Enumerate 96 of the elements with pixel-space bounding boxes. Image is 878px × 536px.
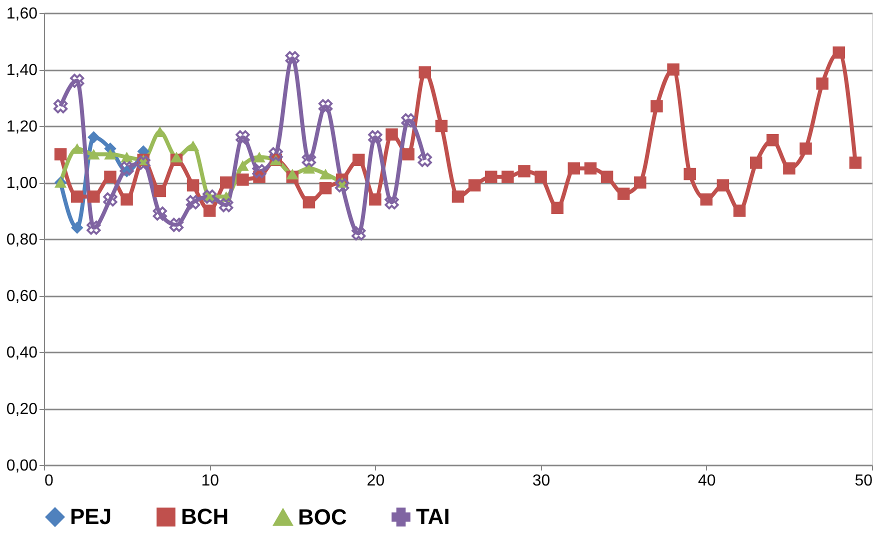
point xyxy=(733,204,746,217)
legend-label: PEJ xyxy=(70,504,112,530)
point xyxy=(302,196,316,208)
point xyxy=(104,148,116,160)
point xyxy=(766,134,779,146)
x-tick-label: 50 xyxy=(854,472,873,490)
point xyxy=(650,100,663,112)
point xyxy=(435,120,448,132)
point xyxy=(88,190,100,203)
legend-label: TAI xyxy=(416,504,450,530)
point xyxy=(384,195,399,210)
point xyxy=(452,190,464,203)
y-tick-label: 1,00 xyxy=(6,175,38,192)
x-tick-label: 20 xyxy=(366,472,385,490)
point xyxy=(70,74,84,88)
point xyxy=(70,190,84,203)
x-tick-label: 30 xyxy=(532,472,550,490)
point xyxy=(617,188,630,200)
point xyxy=(518,165,530,178)
point xyxy=(186,140,200,152)
point xyxy=(302,152,316,167)
point xyxy=(220,176,232,189)
point xyxy=(186,179,200,192)
point xyxy=(86,220,101,235)
y-tick-label: 0,60 xyxy=(6,288,38,305)
point xyxy=(352,154,365,166)
point xyxy=(120,193,133,206)
point xyxy=(286,168,299,180)
point xyxy=(252,164,266,178)
point xyxy=(253,152,266,162)
point xyxy=(832,46,846,59)
point xyxy=(285,51,300,66)
point xyxy=(88,148,100,160)
point xyxy=(667,63,680,76)
y-tick-label: 1,40 xyxy=(6,62,38,79)
y-tick-label: 0,20 xyxy=(6,401,38,418)
y-tick-label: 0,00 xyxy=(6,458,38,474)
point xyxy=(136,156,150,170)
point xyxy=(568,162,580,174)
point xyxy=(716,179,730,192)
point xyxy=(54,148,67,160)
x-tick-label: 0 xyxy=(44,472,54,490)
point xyxy=(750,156,762,169)
point xyxy=(386,128,398,141)
point xyxy=(600,170,614,183)
y-tick-label: 0,80 xyxy=(6,232,38,248)
point xyxy=(352,226,366,240)
point xyxy=(484,170,498,183)
point xyxy=(152,206,167,221)
point xyxy=(236,160,249,171)
y-tick-label: 1,60 xyxy=(6,6,38,22)
point xyxy=(154,184,166,198)
point xyxy=(369,193,382,206)
y-tick-label: 0,40 xyxy=(6,344,38,362)
point xyxy=(849,156,862,169)
point xyxy=(368,130,382,144)
point xyxy=(534,170,547,183)
point xyxy=(318,99,333,114)
point xyxy=(186,195,200,210)
legend-label: BCH xyxy=(181,504,229,530)
point xyxy=(302,163,316,174)
point xyxy=(684,168,696,180)
point xyxy=(816,78,828,90)
point xyxy=(800,142,812,155)
point xyxy=(335,178,350,192)
point xyxy=(401,113,416,128)
x-tick-label: 40 xyxy=(698,472,716,490)
point xyxy=(319,168,332,180)
point xyxy=(268,147,283,162)
point xyxy=(54,99,68,114)
point xyxy=(169,218,184,232)
point xyxy=(219,198,234,212)
point xyxy=(634,176,646,189)
point xyxy=(103,192,118,207)
y-tick-label: 1,20 xyxy=(6,118,38,136)
point xyxy=(104,170,116,183)
point xyxy=(120,161,134,176)
legend-label: BOC xyxy=(298,504,347,530)
point xyxy=(584,162,597,174)
point xyxy=(502,170,514,183)
point xyxy=(70,222,84,234)
point xyxy=(88,131,100,144)
point xyxy=(170,152,183,162)
point xyxy=(120,152,133,162)
point xyxy=(418,66,432,78)
point xyxy=(236,130,250,144)
x-tick-label: 10 xyxy=(201,472,220,490)
point xyxy=(468,179,481,192)
point xyxy=(203,204,216,217)
point xyxy=(700,193,713,206)
point xyxy=(236,174,249,186)
point xyxy=(402,148,414,160)
point xyxy=(418,152,432,167)
point xyxy=(783,162,796,174)
point xyxy=(319,182,332,194)
point xyxy=(551,202,564,214)
